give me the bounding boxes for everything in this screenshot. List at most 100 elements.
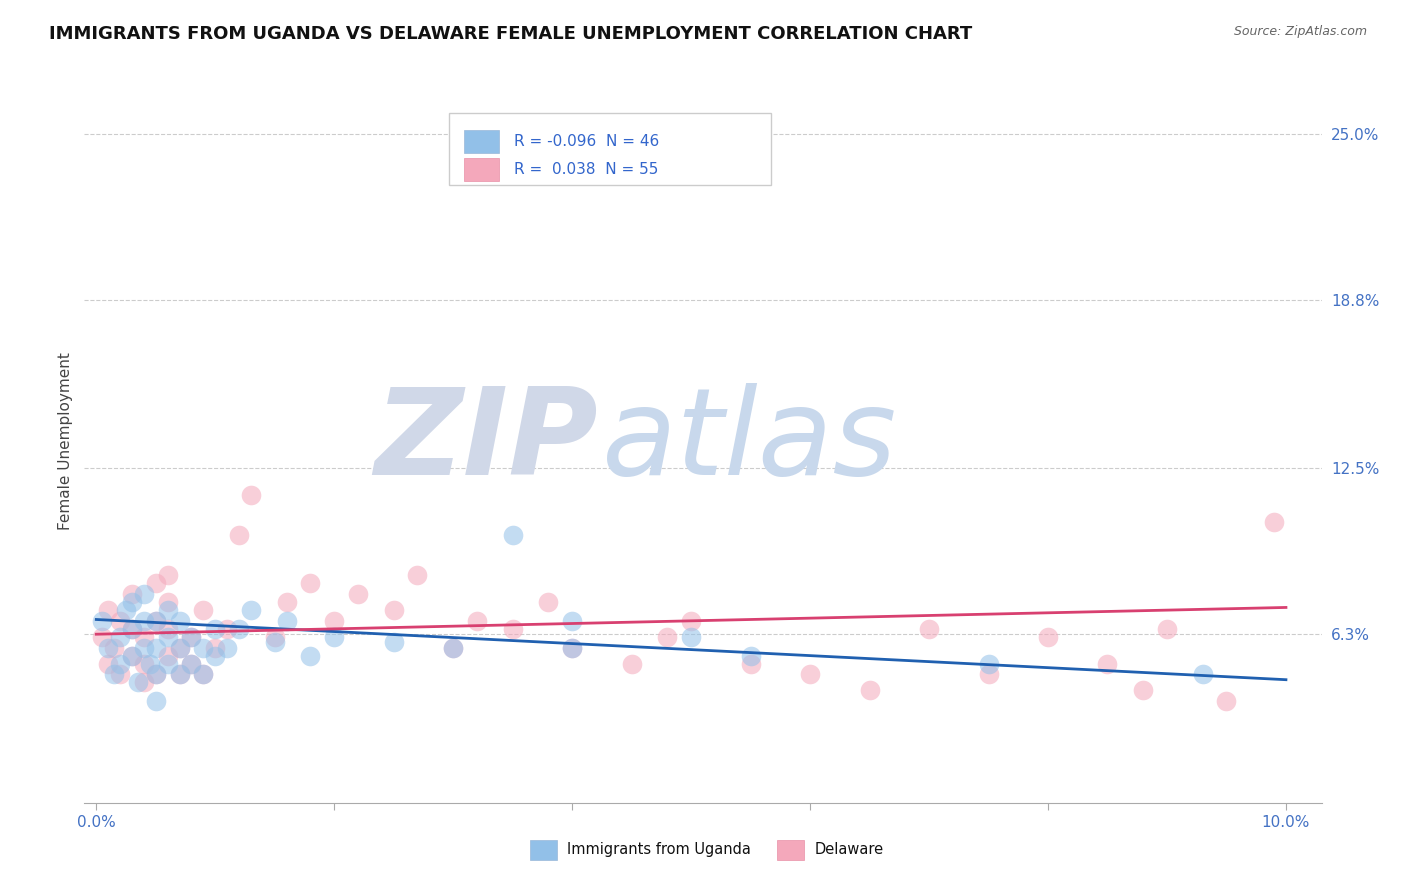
Point xyxy=(169,640,191,655)
Point xyxy=(169,667,191,681)
Y-axis label: Female Unemployment: Female Unemployment xyxy=(58,352,73,531)
Point xyxy=(561,640,583,655)
Point xyxy=(239,603,262,617)
Point xyxy=(180,630,202,644)
Point xyxy=(121,648,143,663)
Point xyxy=(657,630,679,644)
Point xyxy=(132,675,155,690)
Point xyxy=(620,657,643,671)
Point xyxy=(132,657,155,671)
Point xyxy=(156,657,179,671)
Point xyxy=(145,614,167,628)
Point xyxy=(145,614,167,628)
Point xyxy=(740,648,762,663)
Point xyxy=(97,657,120,671)
Point xyxy=(217,622,239,636)
Point xyxy=(263,630,285,644)
Point xyxy=(204,648,226,663)
Text: R =  0.038  N = 55: R = 0.038 N = 55 xyxy=(513,161,658,177)
Point xyxy=(323,630,346,644)
Point xyxy=(382,635,405,649)
Point xyxy=(1156,622,1178,636)
Point xyxy=(228,622,250,636)
Point xyxy=(193,603,215,617)
Point xyxy=(121,622,143,636)
Point xyxy=(502,622,524,636)
Text: ZIP: ZIP xyxy=(374,383,598,500)
Point xyxy=(239,488,262,502)
FancyBboxPatch shape xyxy=(464,158,499,181)
Text: Delaware: Delaware xyxy=(814,842,883,857)
Point xyxy=(681,614,703,628)
Point xyxy=(193,640,215,655)
Point xyxy=(132,630,155,644)
Point xyxy=(441,640,464,655)
Point xyxy=(180,657,202,671)
Point xyxy=(180,657,202,671)
Point xyxy=(1215,694,1237,708)
Point xyxy=(561,614,583,628)
Point xyxy=(132,614,155,628)
Point xyxy=(204,622,226,636)
Point xyxy=(145,576,167,591)
Point xyxy=(228,528,250,542)
Point xyxy=(193,667,215,681)
Point xyxy=(169,667,191,681)
Point xyxy=(156,568,179,582)
Text: Source: ZipAtlas.com: Source: ZipAtlas.com xyxy=(1233,25,1367,38)
Point xyxy=(108,657,131,671)
Point xyxy=(169,640,191,655)
Text: IMMIGRANTS FROM UGANDA VS DELAWARE FEMALE UNEMPLOYMENT CORRELATION CHART: IMMIGRANTS FROM UGANDA VS DELAWARE FEMAL… xyxy=(49,25,973,43)
Point xyxy=(276,595,298,609)
Point xyxy=(561,640,583,655)
Point xyxy=(382,603,405,617)
Point xyxy=(169,614,191,628)
Point xyxy=(132,587,155,601)
Point xyxy=(204,640,226,655)
Point xyxy=(121,595,143,609)
Point xyxy=(299,648,322,663)
Point xyxy=(858,683,880,698)
FancyBboxPatch shape xyxy=(778,839,804,860)
Point xyxy=(1263,515,1285,529)
Point xyxy=(323,614,346,628)
Point xyxy=(193,667,215,681)
Point xyxy=(145,667,167,681)
Point xyxy=(121,648,143,663)
Point xyxy=(977,667,1000,681)
Point xyxy=(103,640,125,655)
Point xyxy=(91,614,114,628)
Text: Immigrants from Uganda: Immigrants from Uganda xyxy=(567,842,751,857)
Point xyxy=(918,622,941,636)
Point xyxy=(156,595,179,609)
Point xyxy=(156,622,179,636)
Point xyxy=(347,587,370,601)
Point xyxy=(115,603,138,617)
Point xyxy=(156,648,179,663)
Point xyxy=(441,640,464,655)
Point xyxy=(145,694,167,708)
Point xyxy=(1132,683,1154,698)
Text: R = -0.096  N = 46: R = -0.096 N = 46 xyxy=(513,134,659,149)
Point xyxy=(121,622,143,636)
Point xyxy=(465,614,488,628)
Point xyxy=(103,667,125,681)
Point xyxy=(977,657,1000,671)
Point xyxy=(145,640,167,655)
Point xyxy=(91,630,114,644)
Point xyxy=(299,576,322,591)
Point xyxy=(127,675,149,690)
Point xyxy=(132,640,155,655)
Point xyxy=(263,635,285,649)
Point xyxy=(108,630,131,644)
Point xyxy=(121,587,143,601)
Point xyxy=(1097,657,1119,671)
Point xyxy=(180,630,202,644)
Point xyxy=(145,667,167,681)
FancyBboxPatch shape xyxy=(450,112,770,185)
FancyBboxPatch shape xyxy=(530,839,557,860)
Point xyxy=(681,630,703,644)
Point xyxy=(97,603,120,617)
Point xyxy=(537,595,560,609)
Point xyxy=(406,568,429,582)
